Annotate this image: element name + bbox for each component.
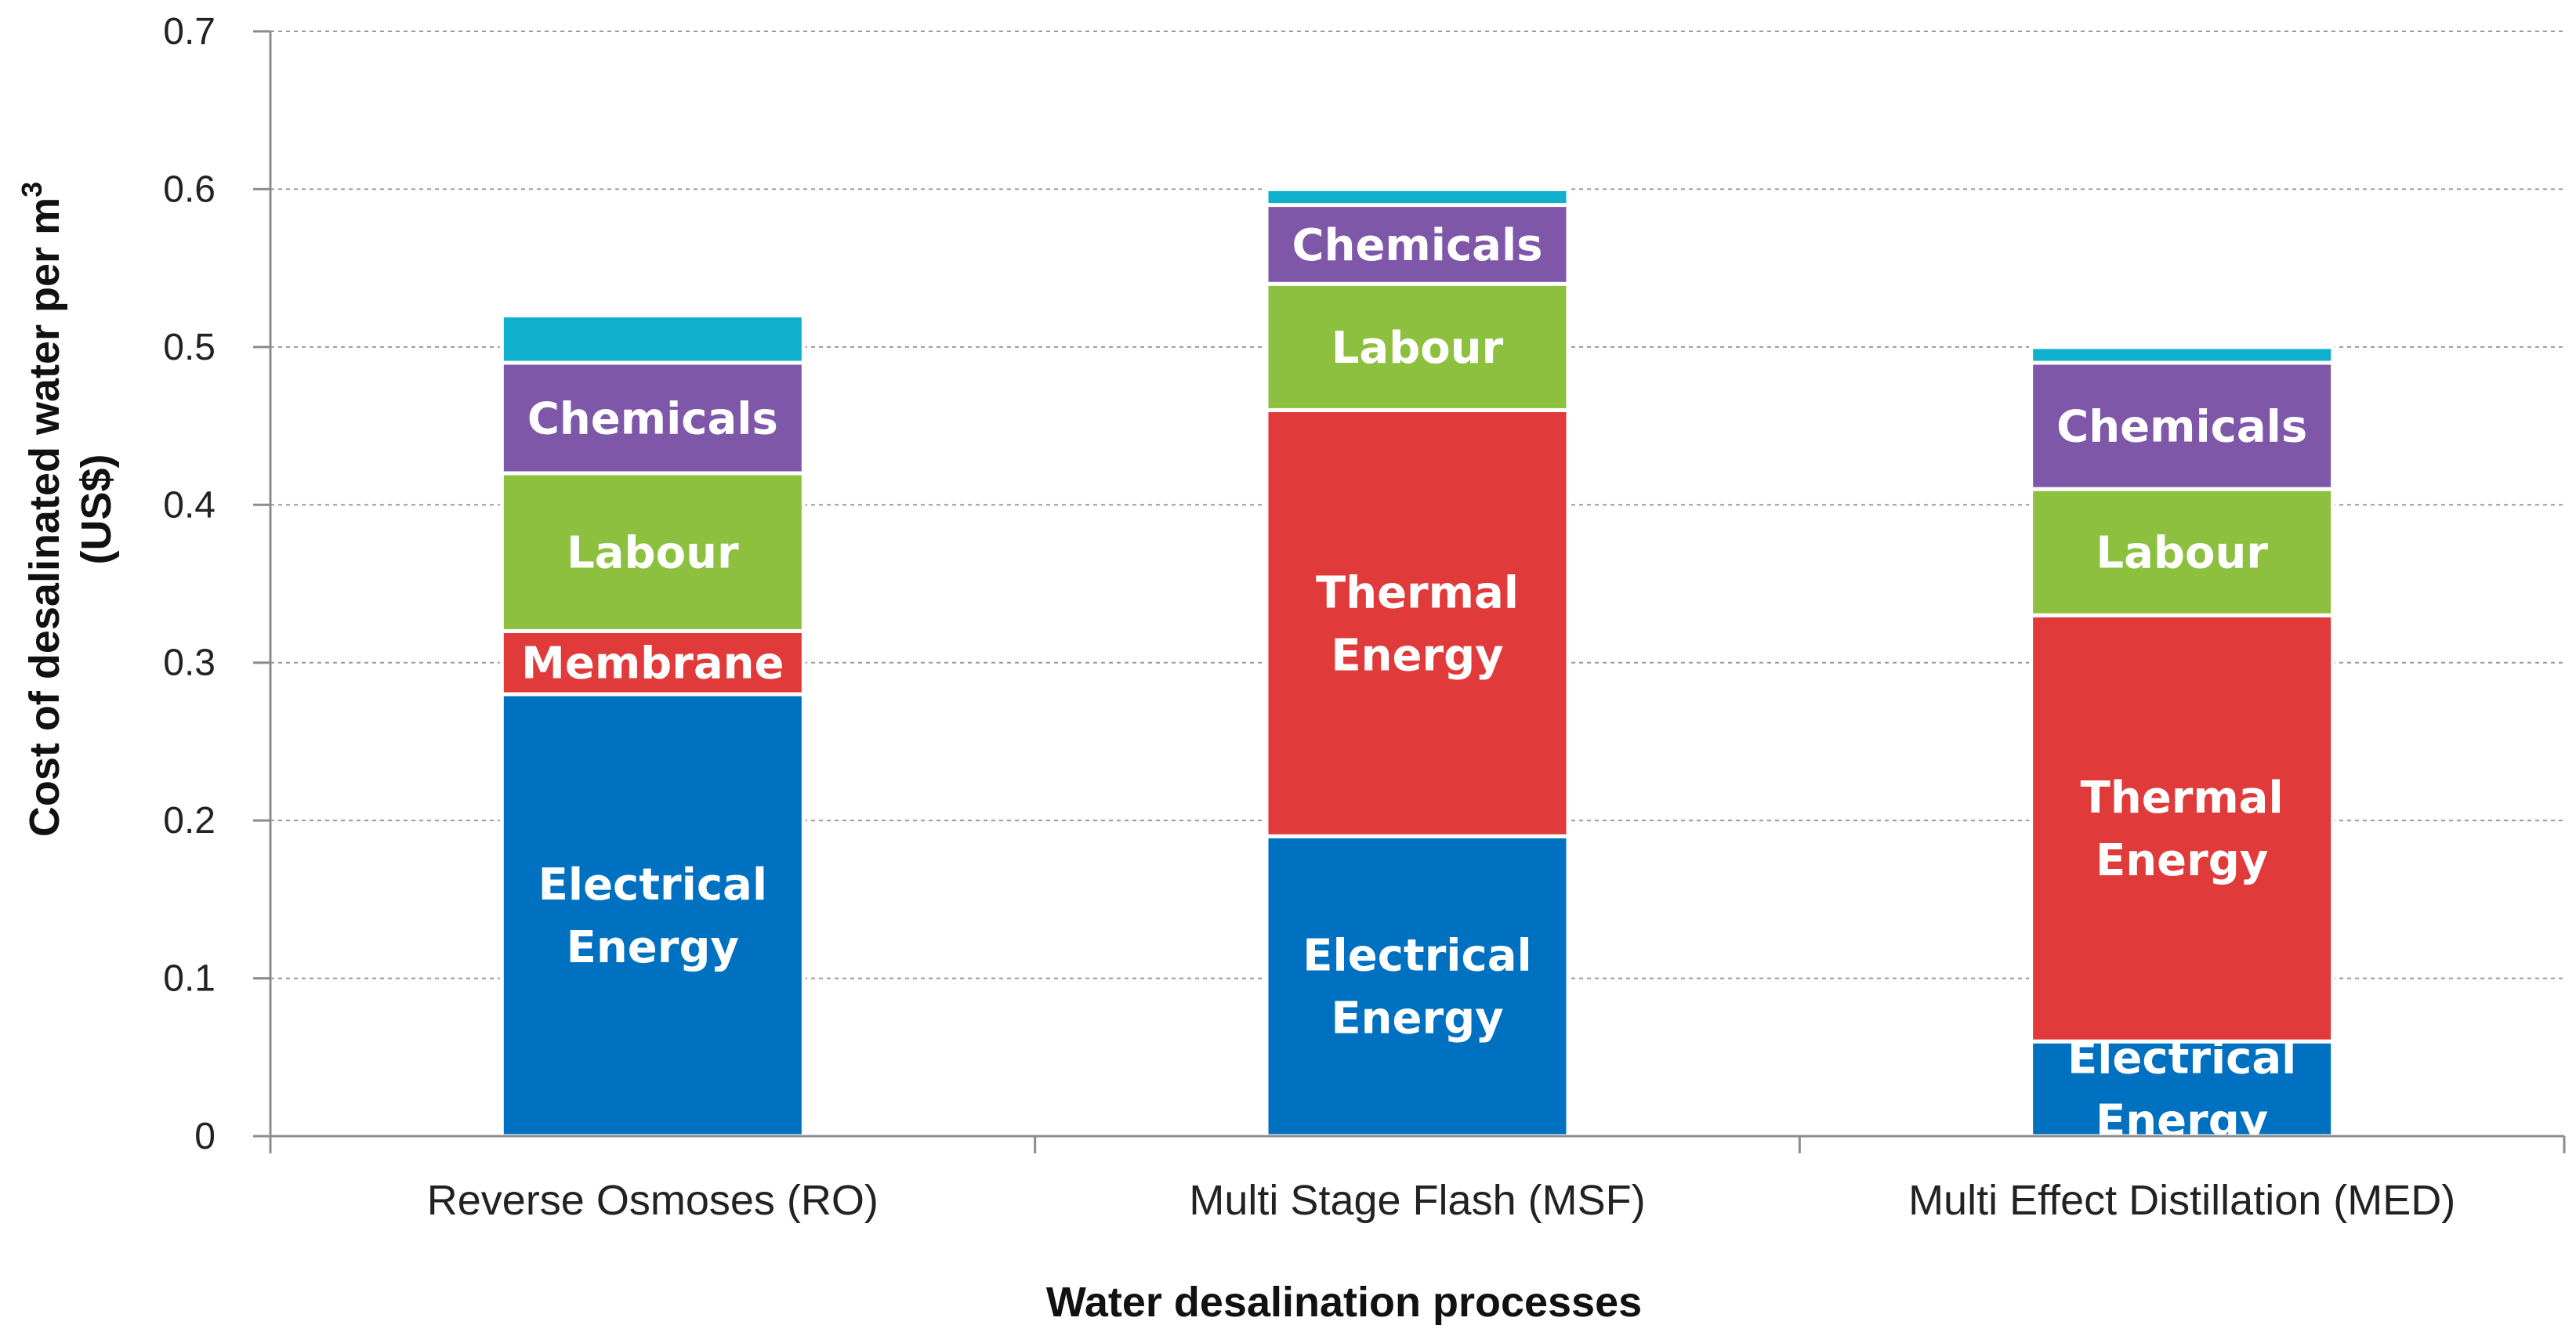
segment-label: Chemicals: [527, 394, 778, 445]
segment-label: Thermal: [1316, 567, 1519, 618]
x-tick-labels: Reverse Osmoses (RO) Multi Stage Flash (M…: [427, 1177, 2455, 1224]
bar-segment: [1264, 203, 1571, 286]
segment-label: Energy: [2096, 835, 2268, 886]
bar-segment: [1264, 407, 1571, 838]
y-axis-title-superscript: 3: [16, 182, 48, 197]
y-tick-label: 0.3: [163, 643, 216, 684]
segment-label: Electrical: [1302, 931, 1531, 982]
segment-label: Chemicals: [1292, 220, 1542, 271]
bar-segment: [499, 471, 806, 633]
bar-segment: [499, 313, 806, 365]
bar-1: Electrical Energy Membrane Labour Chemicals: [499, 313, 806, 1138]
bar-segment: [1264, 281, 1571, 412]
segment-label: Electrical: [538, 860, 767, 910]
segment-label: Energy: [1331, 630, 1503, 681]
y-axis-title-line2: (US$): [73, 454, 120, 564]
bar-segment: [2029, 1039, 2335, 1138]
y-tick-label: 0: [194, 1116, 216, 1157]
y-axis-title-line1: Cost of desalinated water per m: [21, 197, 68, 837]
bar-segment: [2029, 360, 2335, 491]
x-tick-label: Multi Stage Flash (MSF): [1189, 1177, 1645, 1224]
svg-text:Cost of desalinated water per: Cost of desalinated water per m3: [16, 182, 68, 837]
segment-label: Membrane: [521, 639, 784, 690]
bar-2: Electrical Energy Thermal Energy Labour Chemi…: [1264, 186, 1571, 1138]
axes: [253, 30, 2566, 1153]
segment-label: Energy: [567, 922, 739, 973]
y-tick-label: 0.6: [163, 168, 216, 210]
bar-segment: [2029, 487, 2335, 617]
bar-3: ElectricalEnergyThermalEnergyLabourChemi…: [2029, 345, 2335, 1147]
bars: ElectricalEnergyMembraneLabourChemicalsE…: [499, 186, 2335, 1147]
segment-label: Labour: [1331, 323, 1504, 374]
segment-label: Chemicals: [2056, 402, 2307, 453]
y-tick-label: 0.2: [163, 800, 216, 842]
bar-segment: [2029, 345, 2335, 365]
y-tick-label: 0.1: [163, 958, 216, 1000]
bar-segment: [2029, 613, 2335, 1044]
x-axis-title: Water desalination processes: [1046, 1279, 1642, 1326]
y-tick-label: 0.4: [163, 484, 216, 526]
y-tick-label: 0.7: [163, 11, 216, 52]
y-tick-label: 0.5: [163, 327, 216, 368]
segment-label: Labour: [2096, 528, 2268, 579]
bar-segment: [1264, 186, 1571, 208]
bar-segment: [1264, 834, 1571, 1138]
segment-label: Energy: [1331, 994, 1503, 1044]
y-tick-labels: 0 0.1 0.2 0.3 0.4 0.5 0.6 0.7: [163, 11, 216, 1157]
y-axis-title: Cost of desalinated water per m3 (US$): [16, 182, 120, 837]
segment-label: Energy: [2096, 1096, 2268, 1147]
x-tick-label: Multi Effect Distillation (MED): [1908, 1177, 2455, 1224]
x-tick-label: Reverse Osmoses (RO): [427, 1177, 879, 1224]
bar-segment: [499, 360, 806, 476]
bar-segment: [499, 628, 806, 697]
segment-label: Thermal: [2081, 773, 2284, 824]
bar-segment: [499, 692, 806, 1138]
segment-label: Labour: [567, 528, 739, 579]
